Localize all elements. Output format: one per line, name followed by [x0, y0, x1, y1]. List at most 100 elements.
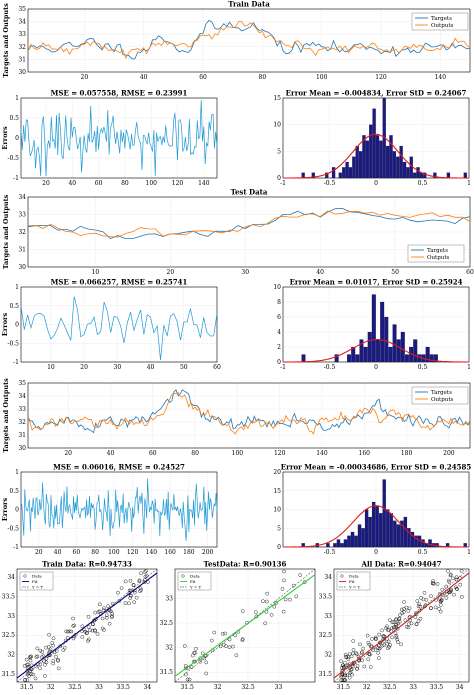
train-errors-xtick-label: 100: [146, 180, 158, 187]
test-series-xtick-label: 40: [316, 269, 324, 276]
test-reg-point: [198, 659, 203, 664]
train-reg-point: [131, 583, 136, 587]
train-reg-point: [100, 626, 105, 631]
all-hist-normal-fit-curve: [283, 505, 469, 548]
all-series-ytick-label: 32: [18, 419, 26, 426]
train-reg-legend-box: [19, 571, 54, 591]
train-reg-point: [132, 600, 136, 605]
all-reg-point: [374, 637, 378, 641]
train-reg-point: [86, 625, 91, 629]
train-hist-bar: [362, 135, 366, 179]
test-reg-ytick-label: 31.5: [160, 669, 174, 676]
all-series-ytick-label: 33: [18, 406, 26, 413]
train-hist-bar: [365, 140, 369, 179]
train-reg-ytick-label: 33: [7, 613, 15, 620]
all-errors-xtick-label: 40: [54, 549, 62, 556]
all-reg-point: [395, 637, 400, 642]
all-errors-ytick-label: -1: [13, 544, 19, 551]
train-series-xtick-label: 120: [375, 74, 387, 81]
test-reg-point: [274, 601, 278, 605]
train-errors-xtick-label: 60: [95, 180, 103, 187]
all-reg-point: [416, 619, 421, 623]
train-reg-panel: 31.5 32 32.5 33 33.5 34 31.5 32 32.5 33 33.5 34 Trai…: [2, 560, 158, 691]
test-reg-point: [269, 613, 274, 617]
train-series-xtick-label: 60: [199, 74, 207, 81]
train-reg-point: [56, 659, 60, 663]
train-reg-point: [144, 569, 148, 573]
train-series-xtick-label: 100: [316, 74, 328, 81]
train-reg-point: [54, 654, 58, 659]
all-reg-point: [444, 596, 449, 600]
train-reg-point: [47, 649, 52, 654]
test-reg-frame: [174, 568, 316, 683]
train-reg-point: [28, 658, 33, 663]
all-reg-point: [390, 635, 394, 640]
all-reg-point: [452, 592, 456, 597]
test-reg-point: [282, 569, 286, 574]
train-errors-xtick-label: 20: [42, 180, 50, 187]
train-reg-xtick-label: 32: [47, 684, 55, 691]
all-hist-bar: [386, 509, 390, 548]
all-reg-legend-box: [336, 571, 371, 591]
test-reg-title: TestData: R=0.90136: [204, 560, 287, 569]
train-reg-ytick-label: 32.5: [2, 632, 16, 639]
train-reg-point: [22, 664, 27, 668]
all-reg-point: [361, 646, 366, 651]
all-series-xtick-label: 80: [191, 450, 199, 457]
train-hist-bar: [369, 124, 373, 179]
train-hist-bar: [331, 167, 336, 179]
all-reg-point: [366, 657, 371, 662]
all-errors-panel: 20 40 60 80 100 120 140 160 180 200 -1 -0.5 0 0.5 1 MSE…: [1, 463, 218, 556]
train-hist-bar: [358, 151, 363, 179]
train-series-legend-box: [411, 12, 469, 31]
train-series-ylabel: Targets and Outputs: [2, 3, 10, 78]
all-reg-point: [399, 642, 403, 647]
test-errors-ytick-label: -1: [13, 359, 19, 366]
all-reg-point: [455, 587, 459, 591]
all-reg-point: [399, 607, 404, 612]
all-reg-point: [422, 591, 427, 595]
train-errors-title: MSE = 0.057558, RMSE = 0.23991: [51, 89, 188, 98]
train-errors-ytick-label: 1: [15, 95, 19, 102]
all-errors-xtick-label: 100: [108, 549, 120, 556]
test-hist-bar: [384, 316, 389, 363]
all-hist-title: Error Mean = -0.00034686, Error StD = 0.…: [281, 463, 472, 472]
all-reg-point: [377, 656, 381, 660]
test-hist-bar: [351, 346, 356, 363]
train-reg-point: [50, 641, 55, 645]
train-errors-ytick-label: 0: [15, 135, 19, 142]
train-reg-point: [24, 657, 29, 662]
all-hist-bar: [336, 539, 341, 548]
train-reg-point: [80, 635, 85, 639]
test-series-xtick-label: 10: [92, 269, 100, 276]
train-hist-bar: [416, 167, 420, 179]
all-reg-point: [378, 640, 382, 645]
test-reg-point: [263, 621, 268, 626]
test-hist-bar: [388, 346, 393, 363]
test-hist-bar: [396, 339, 401, 363]
train-hist-bar: [311, 172, 315, 179]
all-reg-point: [349, 654, 354, 659]
train-hist-bar: [463, 172, 467, 179]
all-hist-bar: [375, 505, 379, 548]
all-reg-point: [397, 619, 402, 624]
all-errors-xtick-label: 140: [146, 549, 158, 556]
train-reg-point: [23, 678, 27, 682]
all-series-ytick-label: 30: [18, 445, 26, 452]
train-reg-point: [67, 629, 72, 634]
test-series-legend-label-targets: Targets: [427, 248, 448, 254]
all-reg-ytick-label: 34: [324, 574, 332, 581]
all-reg-point: [438, 609, 443, 614]
train-reg-legend-label: Data: [32, 574, 42, 579]
all-reg-point: [350, 662, 355, 666]
all-reg-point: [384, 626, 388, 631]
train-reg-point: [34, 655, 39, 659]
test-errors-xtick-label: 10: [47, 364, 55, 371]
train-reg-point: [102, 606, 106, 611]
all-hist-bar: [350, 531, 355, 548]
all-reg-point: [413, 615, 418, 620]
train-reg-point: [119, 586, 124, 591]
all-reg-point: [418, 604, 423, 609]
